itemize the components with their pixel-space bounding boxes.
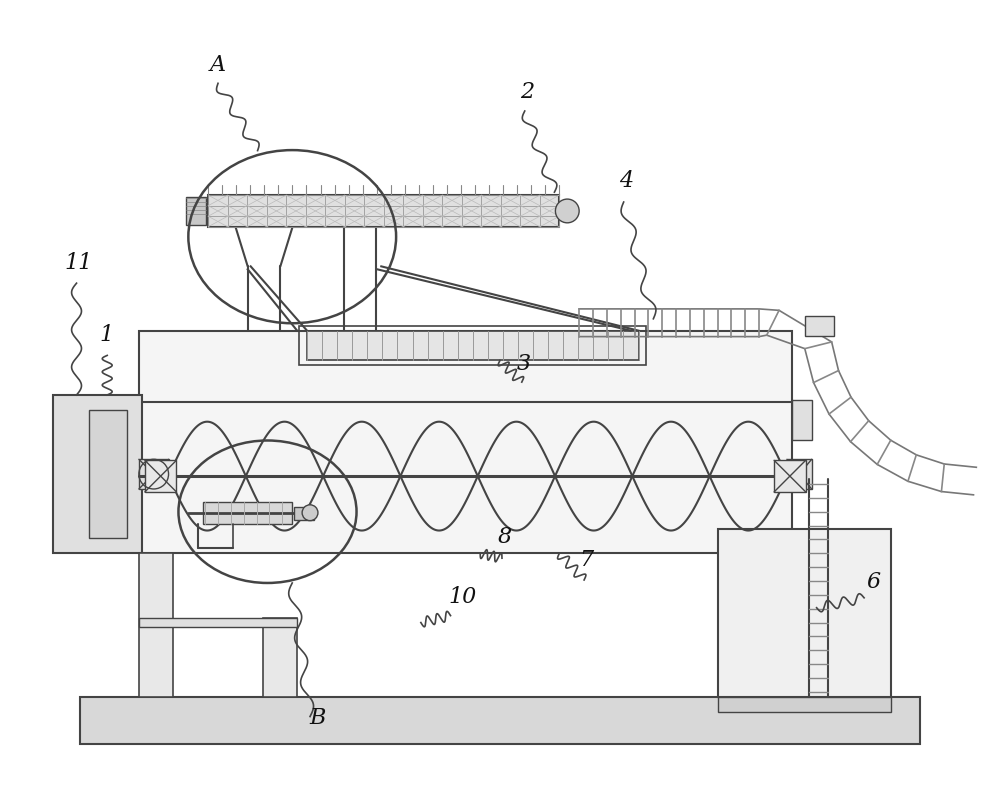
Text: 8: 8 bbox=[498, 527, 512, 549]
Text: 7: 7 bbox=[579, 549, 593, 571]
Circle shape bbox=[302, 505, 318, 520]
Text: 10: 10 bbox=[449, 586, 477, 608]
Bar bbox=[139, 618, 297, 627]
Bar bbox=[294, 507, 314, 520]
Bar bbox=[139, 400, 792, 553]
Bar bbox=[718, 696, 891, 711]
Text: 4: 4 bbox=[619, 171, 633, 193]
Bar bbox=[792, 400, 812, 439]
Bar bbox=[718, 528, 891, 696]
Bar bbox=[53, 395, 142, 553]
Text: 2: 2 bbox=[520, 81, 534, 103]
Bar bbox=[139, 459, 169, 489]
Circle shape bbox=[555, 199, 579, 222]
Text: B: B bbox=[309, 707, 325, 729]
Bar bbox=[80, 696, 920, 744]
Bar bbox=[774, 461, 806, 492]
Text: 11: 11 bbox=[65, 252, 93, 274]
Bar bbox=[145, 461, 176, 492]
Text: 1: 1 bbox=[99, 324, 113, 346]
Bar bbox=[787, 459, 812, 489]
Bar bbox=[263, 618, 297, 696]
Bar bbox=[299, 325, 646, 365]
Bar bbox=[89, 410, 127, 538]
Bar bbox=[805, 316, 834, 336]
Bar bbox=[139, 553, 173, 696]
Text: A: A bbox=[210, 54, 226, 76]
Bar bbox=[208, 195, 559, 227]
Bar bbox=[203, 501, 292, 523]
Bar bbox=[139, 331, 792, 402]
Bar bbox=[307, 331, 639, 360]
Bar bbox=[186, 197, 206, 225]
Text: 3: 3 bbox=[517, 353, 531, 375]
Text: 6: 6 bbox=[866, 571, 880, 593]
